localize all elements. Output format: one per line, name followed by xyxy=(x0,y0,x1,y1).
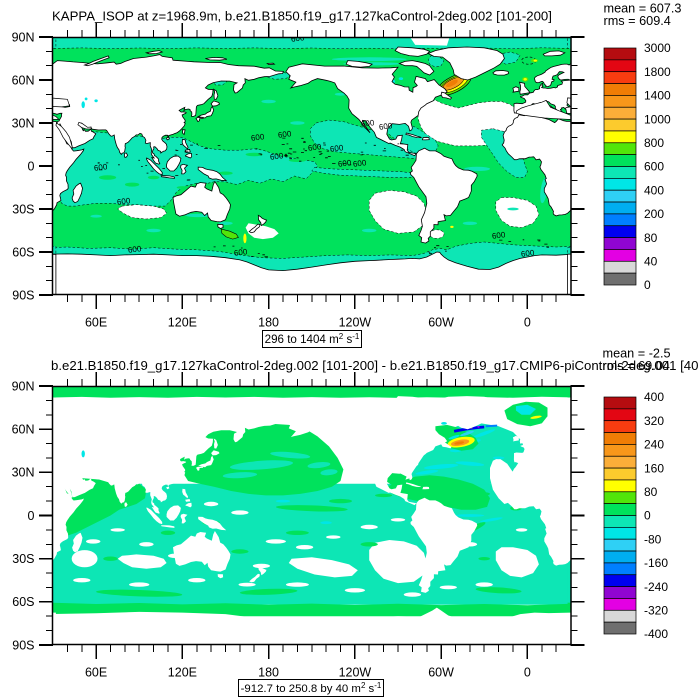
svg-text:b.e21.B1850.f19_g17.127kaContr: b.e21.B1850.f19_g17.127kaControl-2deg.00… xyxy=(51,358,698,373)
svg-text:160: 160 xyxy=(644,461,664,475)
svg-text:600: 600 xyxy=(337,158,352,169)
svg-text:600: 600 xyxy=(520,248,535,259)
svg-text:400: 400 xyxy=(644,390,664,404)
svg-text:320: 320 xyxy=(644,414,664,428)
svg-text:600: 600 xyxy=(233,247,248,258)
svg-text:-320: -320 xyxy=(644,604,668,618)
svg-text:120W: 120W xyxy=(339,316,372,330)
svg-text:600: 600 xyxy=(352,158,367,169)
svg-text:30N: 30N xyxy=(12,466,35,480)
svg-text:90N: 90N xyxy=(12,30,35,44)
svg-text:296 to 1404 m2 s-1: 296 to 1404 m2 s-1 xyxy=(265,332,360,346)
svg-text:KAPPA_ISOP at z=1968.9m, b.e21: KAPPA_ISOP at z=1968.9m, b.e21.B1850.f19… xyxy=(52,9,552,24)
svg-text:600: 600 xyxy=(378,121,393,132)
svg-text:60E: 60E xyxy=(85,316,107,330)
svg-text:60S: 60S xyxy=(12,245,34,259)
svg-text:0: 0 xyxy=(644,278,651,292)
svg-text:400: 400 xyxy=(644,183,664,197)
svg-text:800: 800 xyxy=(644,136,664,150)
svg-text:600: 600 xyxy=(127,244,142,255)
svg-text:60W: 60W xyxy=(428,316,454,330)
svg-text:600: 600 xyxy=(269,151,284,162)
svg-text:600: 600 xyxy=(491,230,506,241)
svg-text:80: 80 xyxy=(644,231,658,245)
svg-text:600: 600 xyxy=(290,33,305,44)
svg-text:-912.7 to 250.8 by 40 m2 s-1: -912.7 to 250.8 by 40 m2 s-1 xyxy=(241,681,382,695)
svg-text:60E: 60E xyxy=(85,666,107,680)
svg-text:180: 180 xyxy=(258,666,279,680)
svg-text:120E: 120E xyxy=(168,666,197,680)
svg-text:600: 600 xyxy=(277,129,292,140)
svg-text:60S: 60S xyxy=(12,595,34,609)
svg-text:60N: 60N xyxy=(12,423,35,437)
svg-text:600: 600 xyxy=(329,143,344,154)
svg-text:rms = 69.04: rms = 69.04 xyxy=(603,359,670,373)
svg-text:mean = 607.3: mean = 607.3 xyxy=(604,2,682,16)
svg-text:1000: 1000 xyxy=(644,112,671,126)
svg-text:30S: 30S xyxy=(12,202,34,216)
svg-text:200: 200 xyxy=(644,207,664,221)
svg-text:-160: -160 xyxy=(644,556,668,570)
svg-text:90S: 90S xyxy=(12,638,34,652)
svg-text:600: 600 xyxy=(250,132,265,143)
svg-text:600: 600 xyxy=(307,142,322,153)
svg-text:1800: 1800 xyxy=(644,65,671,79)
svg-text:30S: 30S xyxy=(12,552,34,566)
svg-text:80: 80 xyxy=(644,485,658,499)
svg-text:0: 0 xyxy=(28,509,35,523)
svg-text:0: 0 xyxy=(524,316,531,330)
svg-text:1400: 1400 xyxy=(644,89,671,103)
svg-text:30N: 30N xyxy=(12,116,35,130)
svg-text:-240: -240 xyxy=(644,580,668,594)
svg-text:600: 600 xyxy=(93,162,108,173)
svg-text:600: 600 xyxy=(116,196,131,207)
svg-text:120E: 120E xyxy=(168,316,197,330)
svg-text:40: 40 xyxy=(644,255,658,269)
svg-text:240: 240 xyxy=(644,438,664,452)
svg-text:120W: 120W xyxy=(339,666,372,680)
svg-text:-400: -400 xyxy=(644,627,668,641)
svg-text:mean = -2.5: mean = -2.5 xyxy=(603,346,671,360)
svg-text:90N: 90N xyxy=(12,379,35,393)
svg-text:rms = 609.4: rms = 609.4 xyxy=(604,14,671,28)
svg-text:90S: 90S xyxy=(12,288,34,302)
svg-text:600: 600 xyxy=(360,118,375,129)
svg-text:60W: 60W xyxy=(428,666,454,680)
svg-text:600: 600 xyxy=(644,160,664,174)
svg-text:60N: 60N xyxy=(12,73,35,87)
svg-text:-80: -80 xyxy=(644,532,662,546)
svg-text:0: 0 xyxy=(524,666,531,680)
svg-text:3000: 3000 xyxy=(644,41,671,55)
svg-text:0: 0 xyxy=(644,509,651,523)
svg-text:180: 180 xyxy=(258,316,279,330)
svg-text:0: 0 xyxy=(28,159,35,173)
